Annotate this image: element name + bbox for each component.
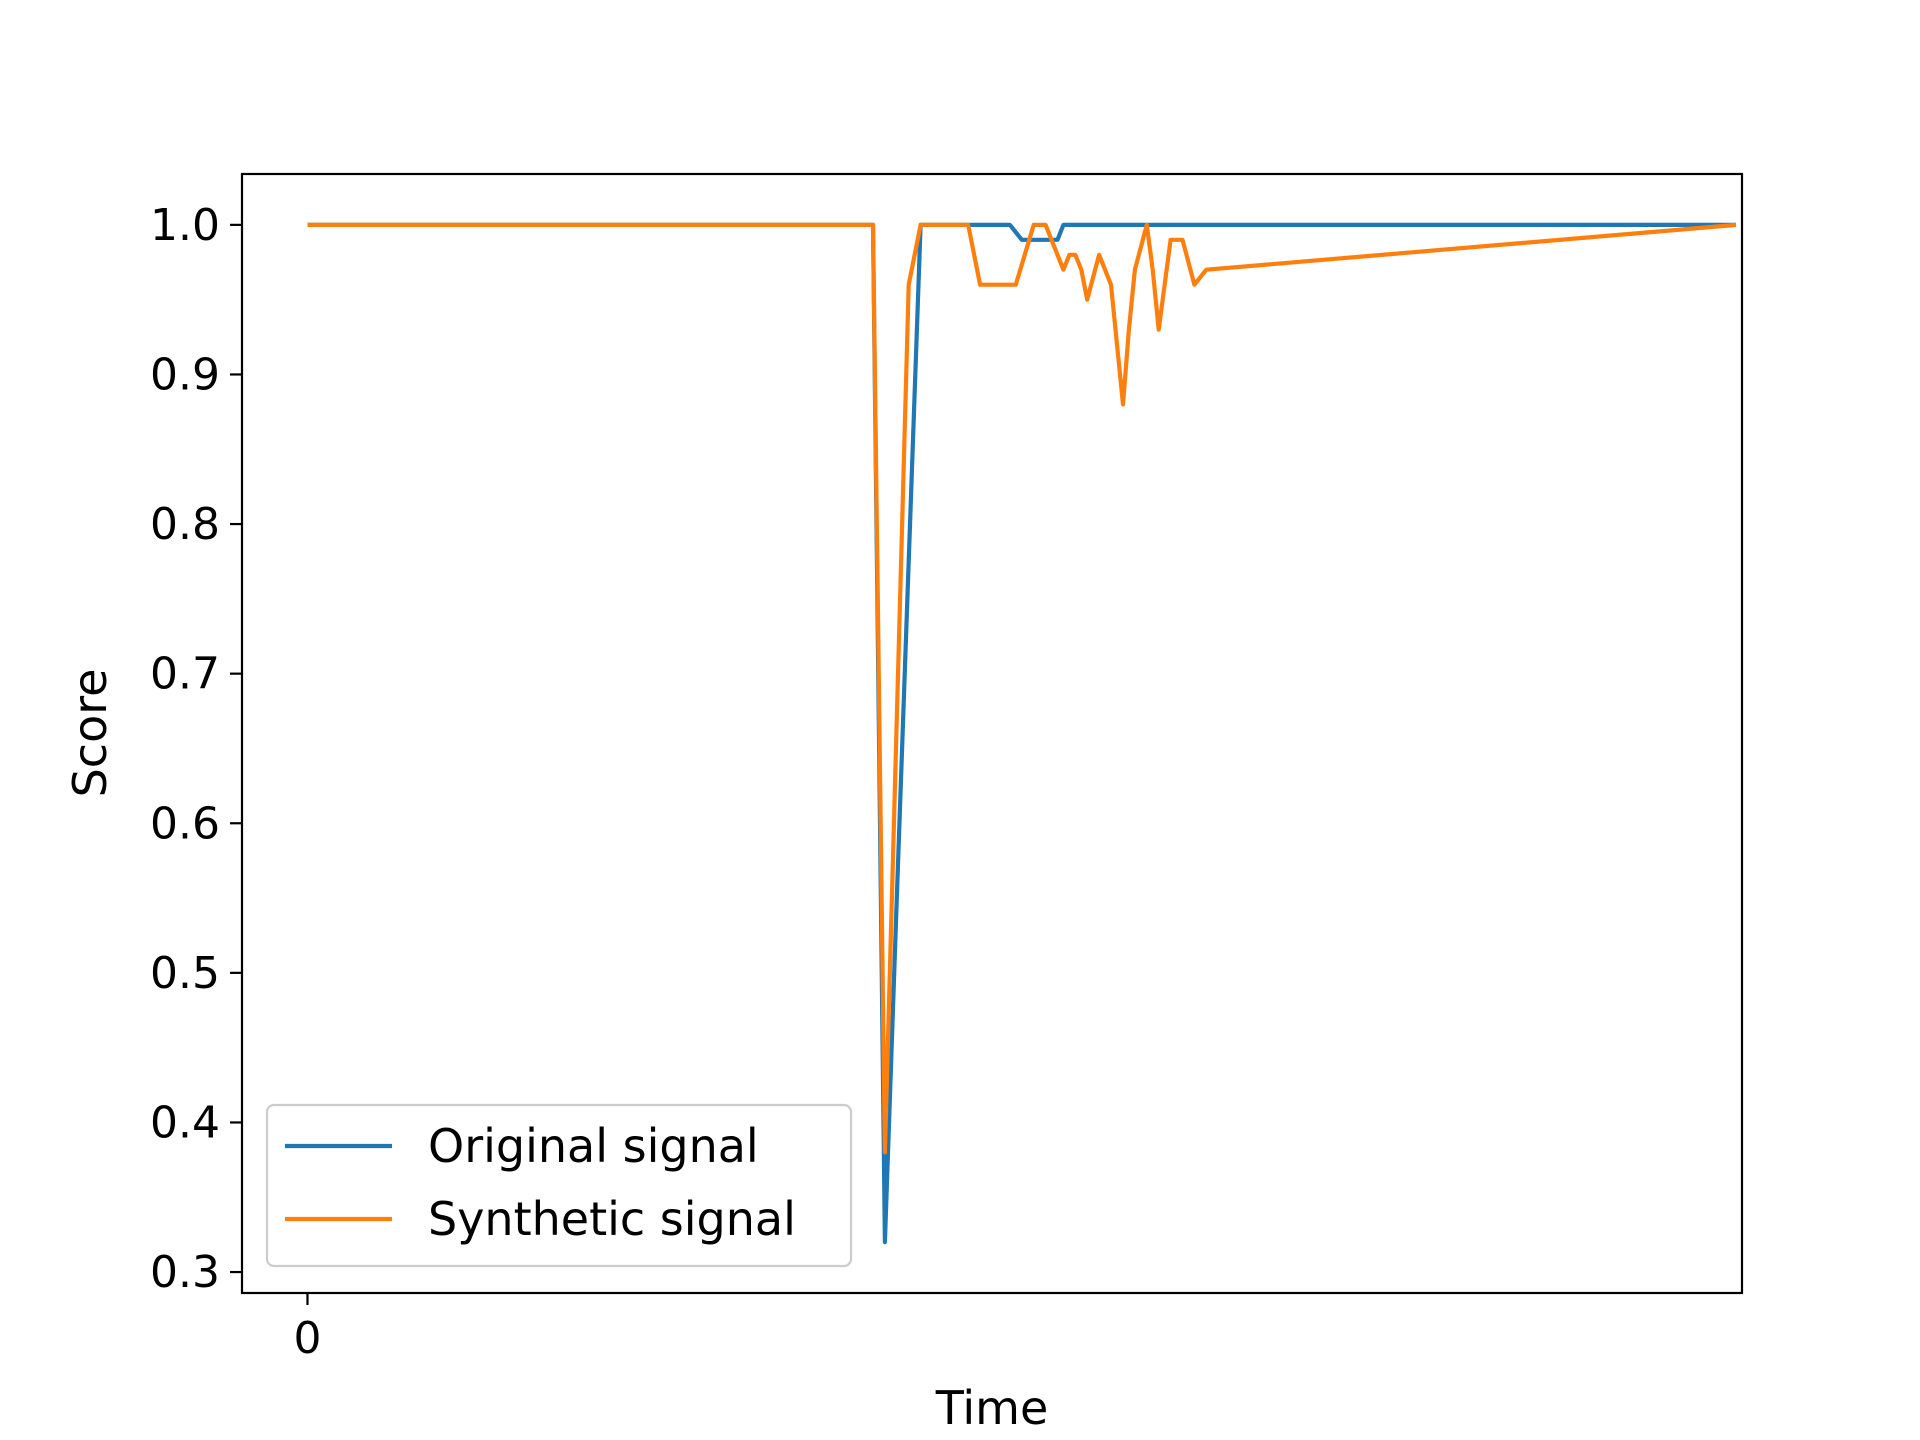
- x-tick-label: 0: [293, 1313, 321, 1364]
- y-tick-label: 0.7: [150, 649, 220, 700]
- legend-label-synthetic: Synthetic signal: [428, 1192, 796, 1246]
- legend: Original signal Synthetic signal: [265, 1103, 853, 1268]
- axes-frame: [240, 172, 1744, 1295]
- y-tick-label: 1.0: [150, 200, 220, 251]
- y-tick-label: 0.8: [150, 499, 220, 550]
- y-axis-ticks: 0.3 0.4 0.5 0.6 0.7 0.8 0.9 1.0: [150, 200, 242, 1298]
- series-line-synthetic-signal: [307, 222, 1737, 1155]
- series-layer: [307, 222, 1737, 1245]
- y-tick-label: 0.5: [150, 948, 220, 999]
- y-tick-label: 0.9: [150, 349, 220, 400]
- legend-box: [265, 1103, 853, 1268]
- series-line-original-signal: [307, 222, 1736, 1245]
- x-axis-title: Time: [935, 1381, 1049, 1435]
- y-tick-label: 0.6: [150, 798, 220, 849]
- y-tick-label: 0.4: [150, 1097, 220, 1148]
- y-axis-title: Score: [63, 669, 117, 798]
- legend-label-original: Original signal: [428, 1119, 759, 1173]
- y-tick-label: 0.3: [150, 1247, 220, 1298]
- x-axis-ticks: 0: [293, 1293, 321, 1364]
